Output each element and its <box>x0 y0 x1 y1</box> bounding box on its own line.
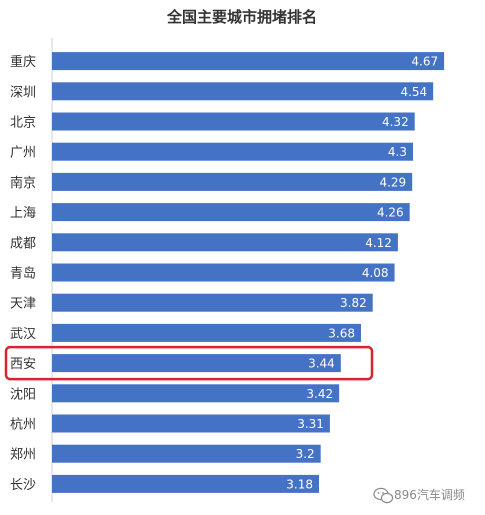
category-label-13: 杭州 <box>10 418 36 433</box>
category-label-8: 青岛 <box>10 266 36 282</box>
value-label-8: 4.08 <box>362 266 389 280</box>
bar-9 <box>52 293 373 312</box>
value-label-14: 3.2 <box>296 447 315 461</box>
category-label-11: 西安 <box>10 357 36 372</box>
value-label-6: 4.26 <box>377 206 404 220</box>
value-label-9: 3.82 <box>340 296 367 310</box>
category-label-14: 郑州 <box>10 448 36 463</box>
value-label-12: 3.42 <box>306 387 333 401</box>
category-label-1: 重庆 <box>10 54 36 70</box>
category-label-15: 长沙 <box>10 478 36 493</box>
chart-title: 全国主要城市拥堵排名 <box>166 8 317 26</box>
category-label-4: 广州 <box>10 146 36 161</box>
category-label-6: 上海 <box>10 206 36 221</box>
category-label-12: 沈阳 <box>10 387 36 402</box>
watermark: 896汽车调频 <box>373 487 465 504</box>
bar-4 <box>52 142 414 161</box>
bar-15 <box>52 474 319 493</box>
value-label-5: 4.29 <box>379 175 406 189</box>
labels-layer: 重庆 4.67 深圳 4.54 北京 4.32 广州 4.3 南京 4.29 上海 4.26 成都 4.1… <box>10 54 438 493</box>
value-label-3: 4.32 <box>382 115 409 129</box>
bar-2 <box>52 82 434 101</box>
category-label-2: 深圳 <box>10 85 36 100</box>
value-label-4: 4.3 <box>388 145 407 159</box>
value-label-15: 3.18 <box>286 477 313 491</box>
category-label-7: 成都 <box>10 236 36 251</box>
bar-8 <box>52 263 395 282</box>
bar-11 <box>52 354 341 373</box>
value-label-13: 3.31 <box>297 417 324 431</box>
watermark-text: 896汽车调频 <box>394 487 465 502</box>
highlight-box <box>4 345 374 381</box>
bar-10 <box>52 323 361 342</box>
value-label-7: 4.12 <box>365 236 392 250</box>
bars-layer <box>52 52 445 493</box>
wechat-icon <box>373 487 394 504</box>
category-label-9: 天津 <box>10 297 36 312</box>
bar-3 <box>52 112 415 131</box>
bar-14 <box>52 444 321 463</box>
bar-6 <box>52 203 410 222</box>
category-label-3: 北京 <box>10 116 36 131</box>
value-label-10: 3.68 <box>328 326 355 340</box>
category-label-10: 武汉 <box>10 327 36 342</box>
value-label-11: 3.44 <box>308 357 335 371</box>
bar-1 <box>52 52 445 71</box>
value-label-2: 4.54 <box>400 85 427 99</box>
bar-5 <box>52 172 413 191</box>
category-label-5: 南京 <box>10 175 36 191</box>
bar-12 <box>52 384 340 403</box>
bar-7 <box>52 233 398 252</box>
highlight-layer <box>4 345 374 381</box>
value-label-1: 4.67 <box>411 55 438 69</box>
bar-13 <box>52 414 330 433</box>
